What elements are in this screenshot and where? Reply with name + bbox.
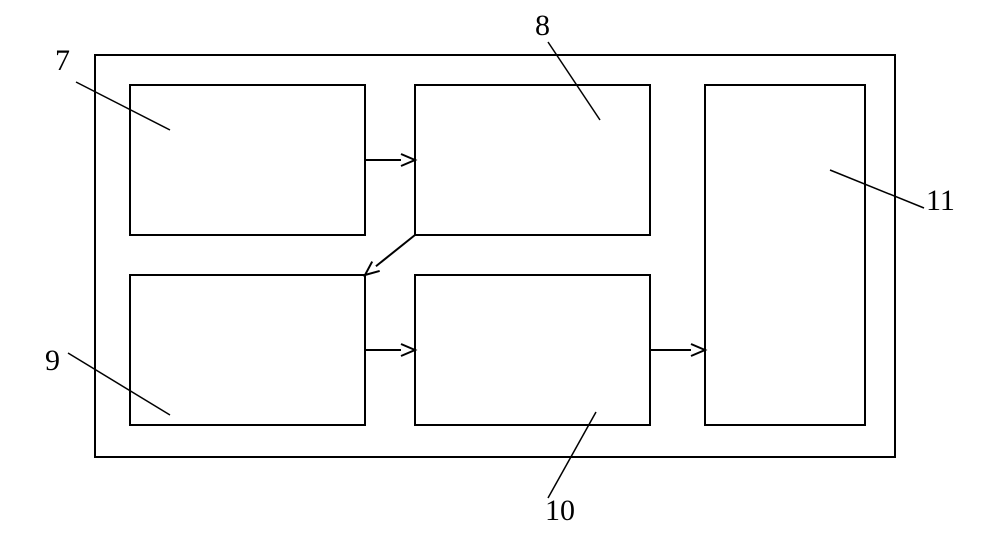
arrow-7-to-8: [365, 154, 415, 166]
box-9: [130, 275, 365, 425]
arrow-8-to-9: [365, 235, 415, 275]
label-10: 10: [545, 494, 575, 527]
arrow-10-to-11: [650, 344, 705, 356]
arrow-9-to-10: [365, 344, 415, 356]
label-9: 9: [45, 344, 60, 377]
outer-box: [95, 55, 895, 457]
box-10: [415, 275, 650, 425]
label-11: 11: [926, 184, 955, 217]
label-8: 8: [535, 9, 550, 42]
box-8: [415, 85, 650, 235]
leader-line-8: [548, 42, 600, 120]
leader-line-7: [76, 82, 170, 130]
box-11: [705, 85, 865, 425]
box-7: [130, 85, 365, 235]
leader-line-11: [830, 170, 924, 208]
label-7: 7: [55, 44, 70, 77]
diagram-canvas: 7 8 9 10 11: [0, 0, 1000, 540]
leader-line-9: [68, 353, 170, 415]
